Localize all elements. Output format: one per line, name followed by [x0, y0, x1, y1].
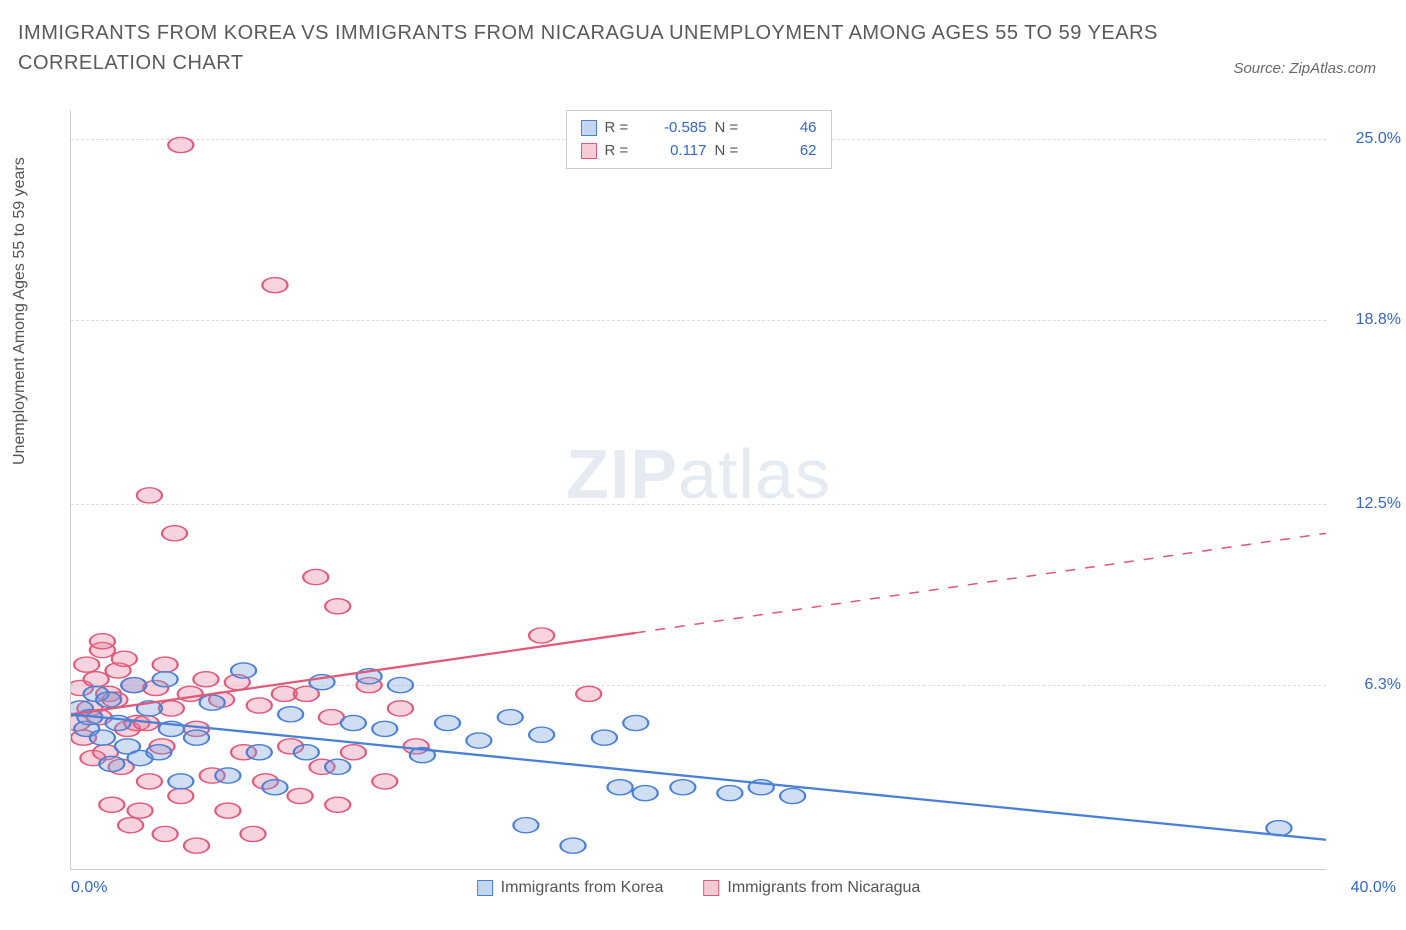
legend-item-nicaragua: Immigrants from Nicaragua	[703, 879, 920, 897]
data-point	[153, 657, 178, 672]
data-point	[513, 818, 538, 833]
data-point	[466, 733, 491, 748]
data-point	[623, 715, 648, 730]
plot-region: ZIPatlas R = -0.585 N = 46 R = 0.117 N =…	[70, 110, 1326, 870]
data-point	[84, 672, 109, 687]
x-axis-max: 40.0%	[1351, 879, 1396, 897]
trend-line-extrapolated	[636, 533, 1326, 633]
data-point	[240, 826, 265, 841]
data-point	[146, 745, 171, 760]
swatch-korea	[581, 120, 597, 136]
data-point	[215, 803, 240, 818]
data-point	[325, 797, 350, 812]
data-point	[372, 774, 397, 789]
data-point	[99, 756, 124, 771]
data-point	[127, 803, 152, 818]
swatch-nicaragua-icon	[703, 880, 719, 896]
data-point	[247, 745, 272, 760]
y-tick-label: 25.0%	[1356, 130, 1401, 148]
data-point	[325, 599, 350, 614]
data-point	[184, 730, 209, 745]
data-point	[118, 818, 143, 833]
data-point	[168, 788, 193, 803]
data-point	[168, 774, 193, 789]
chart-area: ZIPatlas R = -0.585 N = 46 R = 0.117 N =…	[70, 110, 1326, 870]
data-point	[608, 780, 633, 795]
data-point	[287, 788, 312, 803]
data-point	[303, 569, 328, 584]
y-axis-label: Unemployment Among Ages 55 to 59 years	[11, 157, 29, 465]
plot-svg	[71, 110, 1326, 869]
data-point	[137, 774, 162, 789]
nicaragua-r-value: 0.117	[647, 140, 707, 163]
y-tick-label: 6.3%	[1365, 676, 1401, 694]
y-tick-label: 12.5%	[1356, 495, 1401, 513]
legend-row-nicaragua: R = 0.117 N = 62	[581, 140, 817, 163]
data-point	[576, 686, 601, 701]
data-point	[592, 730, 617, 745]
korea-r-value: -0.585	[647, 117, 707, 140]
data-point	[294, 745, 319, 760]
x-axis-min: 0.0%	[71, 879, 107, 897]
data-point	[215, 768, 240, 783]
data-point	[560, 838, 585, 853]
data-point	[325, 759, 350, 774]
data-point	[193, 672, 218, 687]
data-point	[435, 715, 460, 730]
data-point	[153, 826, 178, 841]
label-n: N =	[715, 140, 749, 163]
data-point	[670, 780, 695, 795]
label-r: R =	[605, 117, 639, 140]
data-point	[372, 721, 397, 736]
data-point	[529, 727, 554, 742]
data-point	[278, 707, 303, 722]
data-point	[717, 786, 742, 801]
data-point	[341, 715, 366, 730]
source-attribution: Source: ZipAtlas.com	[1233, 60, 1376, 77]
swatch-korea-icon	[477, 880, 493, 896]
data-point	[529, 628, 554, 643]
nicaragua-n-value: 62	[757, 140, 817, 163]
data-point	[200, 695, 225, 710]
data-point	[74, 657, 99, 672]
data-point	[162, 526, 187, 541]
data-point	[341, 745, 366, 760]
data-point	[137, 488, 162, 503]
data-point	[90, 634, 115, 649]
korea-n-value: 46	[757, 117, 817, 140]
chart-title: IMMIGRANTS FROM KOREA VS IMMIGRANTS FROM…	[18, 18, 1306, 78]
data-point	[247, 698, 272, 713]
data-point	[498, 710, 523, 725]
data-point	[780, 788, 805, 803]
data-point	[121, 677, 146, 692]
y-tick-label: 18.8%	[1356, 311, 1401, 329]
label-r: R =	[605, 140, 639, 163]
legend-label-korea: Immigrants from Korea	[501, 879, 664, 897]
data-point	[388, 701, 413, 716]
data-point	[388, 677, 413, 692]
series-legend: Immigrants from Korea Immigrants from Ni…	[477, 879, 921, 897]
legend-label-nicaragua: Immigrants from Nicaragua	[727, 879, 920, 897]
legend-row-korea: R = -0.585 N = 46	[581, 117, 817, 140]
data-point	[99, 797, 124, 812]
data-point	[112, 651, 137, 666]
data-point	[168, 137, 193, 152]
data-point	[231, 663, 256, 678]
data-point	[153, 672, 178, 687]
data-point	[633, 786, 658, 801]
data-point	[262, 278, 287, 293]
legend-item-korea: Immigrants from Korea	[477, 879, 664, 897]
label-n: N =	[715, 117, 749, 140]
swatch-nicaragua	[581, 143, 597, 159]
data-point	[90, 730, 115, 745]
data-point	[96, 692, 121, 707]
correlation-legend: R = -0.585 N = 46 R = 0.117 N = 62	[566, 110, 832, 169]
data-point	[262, 780, 287, 795]
data-point	[184, 838, 209, 853]
